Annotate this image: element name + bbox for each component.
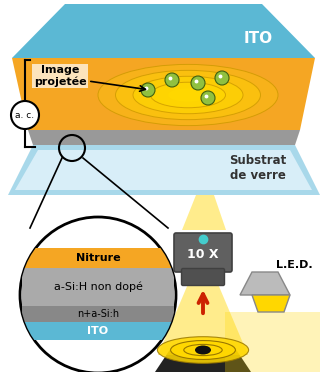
Text: Substrat
de verre: Substrat de verre (229, 154, 287, 182)
Ellipse shape (150, 82, 226, 108)
Circle shape (20, 217, 176, 372)
Bar (22, 248, 174, 268)
Ellipse shape (195, 346, 211, 355)
Text: a-Si:H non dopé: a-Si:H non dopé (54, 282, 142, 292)
Polygon shape (252, 295, 290, 312)
Circle shape (11, 101, 39, 129)
Bar (22, 268, 174, 306)
Polygon shape (182, 195, 226, 230)
Circle shape (141, 83, 155, 97)
Polygon shape (15, 150, 312, 190)
FancyBboxPatch shape (181, 269, 225, 285)
Text: ITO: ITO (87, 326, 109, 336)
Polygon shape (240, 272, 290, 295)
Text: Nitrure: Nitrure (76, 253, 120, 263)
Text: n+a-Si:h: n+a-Si:h (77, 309, 119, 319)
Circle shape (201, 91, 215, 105)
Polygon shape (8, 145, 320, 195)
Ellipse shape (168, 88, 208, 102)
Polygon shape (155, 345, 251, 372)
Bar (22, 322, 174, 340)
Ellipse shape (157, 337, 249, 363)
Ellipse shape (115, 70, 261, 120)
Circle shape (191, 76, 205, 90)
FancyBboxPatch shape (174, 233, 232, 272)
Polygon shape (28, 130, 300, 145)
Text: 10 X: 10 X (187, 247, 219, 260)
Polygon shape (158, 284, 248, 355)
Ellipse shape (98, 64, 278, 126)
Circle shape (215, 71, 229, 85)
Ellipse shape (133, 76, 243, 114)
Text: a. c.: a. c. (16, 110, 34, 119)
Polygon shape (12, 58, 315, 130)
Ellipse shape (171, 340, 235, 359)
Polygon shape (225, 312, 320, 372)
Text: L.E.D.: L.E.D. (276, 260, 312, 270)
Ellipse shape (184, 344, 222, 356)
Polygon shape (12, 4, 315, 58)
Text: ITO: ITO (243, 31, 273, 45)
Circle shape (165, 73, 179, 87)
Bar (22, 306, 174, 322)
Text: Image
projetée: Image projetée (34, 65, 86, 87)
